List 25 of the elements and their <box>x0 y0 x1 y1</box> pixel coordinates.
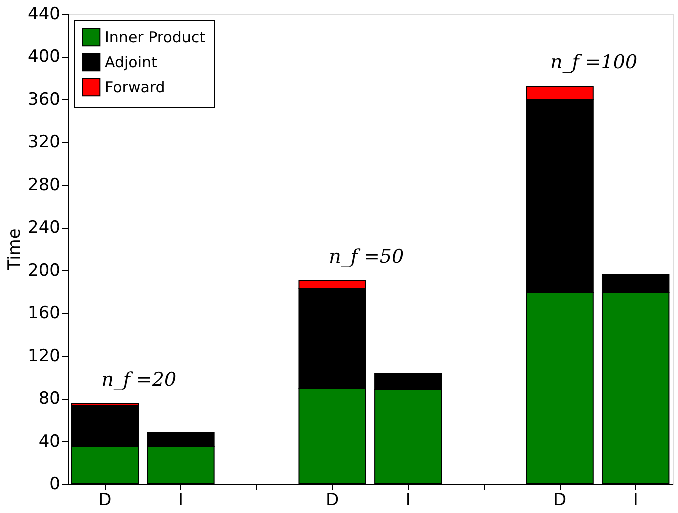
y-tick-label: 40 <box>38 432 60 452</box>
legend-label: Forward <box>105 78 166 96</box>
x-tick-label: I <box>406 490 411 510</box>
y-axis-title: Time <box>5 228 26 272</box>
legend-label: Adjoint <box>105 54 158 72</box>
y-tick-label: 360 <box>28 90 60 110</box>
x-tick-label: I <box>178 490 184 510</box>
x-tick-label: D <box>553 490 567 510</box>
annotation: n_f =20 <box>102 368 177 391</box>
y-tick-label: 160 <box>28 304 60 324</box>
legend-label: Inner Product <box>105 28 206 46</box>
x-tick-label: D <box>326 490 340 510</box>
y-tick-label: 0 <box>50 474 60 494</box>
y-tick-label: 200 <box>28 260 60 281</box>
y-tick-label: 120 <box>28 346 60 366</box>
y-tick-label: 80 <box>38 389 60 410</box>
y-tick-label: 440 <box>28 4 60 24</box>
y-tick-label: 400 <box>28 47 60 68</box>
x-tick-label: D <box>98 490 112 510</box>
y-tick-label: 280 <box>28 175 60 196</box>
y-tick-label: 320 <box>28 132 60 153</box>
annotation: n_f =50 <box>329 246 404 268</box>
x-tick-label: I <box>633 490 638 510</box>
y-tick-label: 240 <box>28 218 60 238</box>
annotation: n_f =100 <box>550 52 638 74</box>
